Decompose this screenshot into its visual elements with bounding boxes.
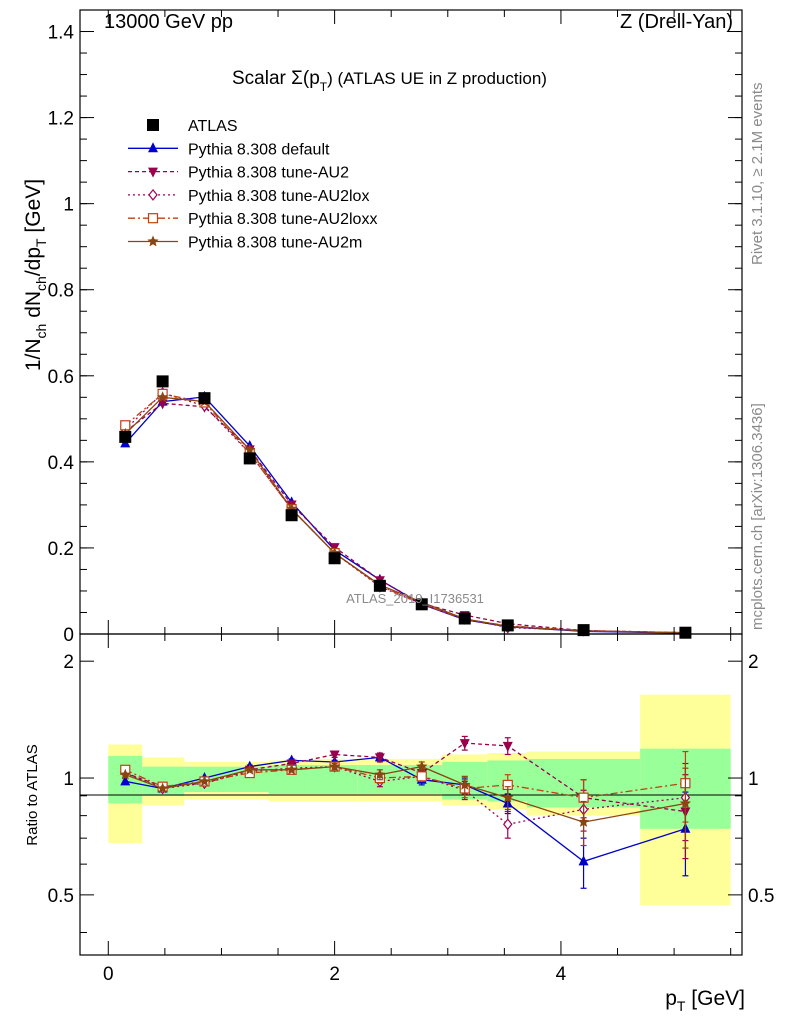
x-axis-label: pT [GeV] [665,987,745,1014]
rivet-version-label: Rivet 3.1.10, ≥ 2.1M events [749,83,766,266]
main-ytick-label-1: 0.2 [48,539,74,560]
header-left-label: 13000 GeV pp [104,11,233,33]
ratio-line-AU2lox [125,765,686,825]
svg-text:1/Nch dNch/dpT [GeV]: 1/Nch dNch/dpT [GeV] [22,179,49,371]
ratio-point-AU2loxx-7 [416,771,427,782]
main-panel: ATLAS_2019_I1736531 0 0.2 0.4 0.6 0.8 1 1.2 1.4… [22,9,743,646]
main-y-axis-label: 1/Nch dNch/dpT [GeV] [22,179,49,371]
ratio-point-AU2-5 [329,750,340,761]
point-ATLAS-8 [458,612,471,625]
ratio-line-AU2 [125,742,686,813]
ratio-point-AU2m-4 [285,763,298,775]
ratio-point-AU2m-7 [416,760,428,772]
main-title: Scalar Σ(pT) (ATLAS UE in Z production) [232,68,547,94]
point-ATLAS-11 [679,626,692,639]
main-data-marks [119,375,692,639]
ratio-ytick-label-1: 1 [63,769,74,790]
mcplots-label: mcplots.cern.ch [arXiv:1306.3436] [749,403,766,630]
ratio-point-AU2m-1 [156,782,169,794]
ratio-point-AU2m-2 [198,775,211,787]
main-axes: 0 0.2 0.4 0.6 0.8 1 1.2 1.4 [48,10,742,646]
ratio-point-default-10 [578,855,589,866]
legend-marker-default [148,142,158,153]
ratio-ytick-label-right-1: 1 [748,769,759,790]
point-ATLAS-5 [328,552,341,565]
main-ytick-label-5: 1 [63,195,74,216]
ratio-point-AU2m-8 [459,778,471,790]
ratio-point-AU2loxx-10 [578,792,589,803]
ratio-point-AU2m-11 [679,797,692,809]
main-ytick-label-7: 1.4 [48,23,75,44]
main-frame [79,9,743,635]
legend-label-ATLAS: ATLAS [188,118,238,135]
ratio-panel: 0.5 0.5 1 1 2 2 0 2 4 Ratio to ATLAS [24,633,774,985]
point-ATLAS-4 [285,509,298,522]
analysis-watermark: ATLAS_2019_I1736531 [346,591,484,606]
series-line-AU2 [124,402,686,634]
ratio-point-AU2m-6 [374,768,386,780]
ratio-point-AU2m-5 [328,760,341,772]
ratio-point-AU2-8 [459,739,470,750]
legend-marker-AU2lox [148,188,158,201]
point-AU2-1 [157,399,168,410]
ratio-line-default [125,756,686,863]
main-ytick-label-0: 0 [63,625,74,646]
main-ytick-label-2: 0.4 [48,453,75,474]
ratio-point-AU2m-0 [119,768,131,780]
ratio-y-axis-label: Ratio to ATLAS [24,744,41,845]
point-ATLAS-3 [243,452,256,465]
legend-label-AU2: Pythia 8.308 tune-AU2 [188,165,349,182]
xtick-label-0: 0 [103,964,114,985]
legend-marker-AU2loxx [147,213,159,224]
point-ATLAS-1 [156,375,169,388]
point-ATLAS-9 [501,619,514,632]
point-AU2m-1 [156,391,169,403]
xtick-label-2: 4 [556,964,567,985]
ratio-ytick-label-right-0: 0.5 [748,886,774,907]
point-ATLAS-2 [198,392,211,405]
ratio-point-AU2-6 [374,753,385,764]
ratio-line-AU2m [125,765,686,823]
legend-label-AU2loxx: Pythia 8.308 tune-AU2loxx [188,211,377,228]
ratio-point-AU2m-3 [244,763,256,775]
ratio-ytick-label-0: 0.5 [48,886,74,907]
point-ATLAS-10 [577,624,590,637]
legend-marker-AU2m [147,235,159,247]
legend-label-AU2m: Pythia 8.308 tune-AU2m [188,235,362,252]
legend: ATLAS Pythia 8.308 default Pythia 8.308 tu… [128,118,377,252]
legend-marker-AU2 [148,167,158,178]
header-right-label: Z (Drell-Yan) [620,11,733,33]
ratio-point-AU2-9 [502,741,513,752]
ratio-point-AU2m-10 [577,816,590,827]
ratio-point-default-0 [120,775,131,786]
point-AU2m-3 [244,443,256,455]
ratio-axes: 0.5 0.5 1 1 2 2 0 2 4 [48,634,774,985]
main-ytick-label-3: 0.6 [48,367,74,388]
xtick-label-1: 2 [329,964,340,985]
main-ytick-label-4: 0.8 [48,281,74,302]
series-line-AU2m [124,396,686,634]
legend-marker-ATLAS [147,119,159,131]
ratio-data-marks [119,735,692,889]
ratio-frame [79,633,743,956]
point-ATLAS-0 [119,430,132,443]
point-ATLAS-7 [415,598,428,611]
main-ytick-label-6: 1.2 [48,109,74,130]
ratio-point-AU2lox-9 [502,818,513,831]
ratio-ytick-label-right-2: 2 [748,652,759,673]
ratio-uncertainty-bands [108,694,731,906]
legend-label-default: Pythia 8.308 default [188,141,330,158]
ratio-ytick-label-2: 2 [63,652,74,673]
point-ATLAS-6 [373,579,386,592]
ratio-point-AU2m-9 [502,791,514,803]
legend-label-AU2lox: Pythia 8.308 tune-AU2lox [188,188,369,205]
